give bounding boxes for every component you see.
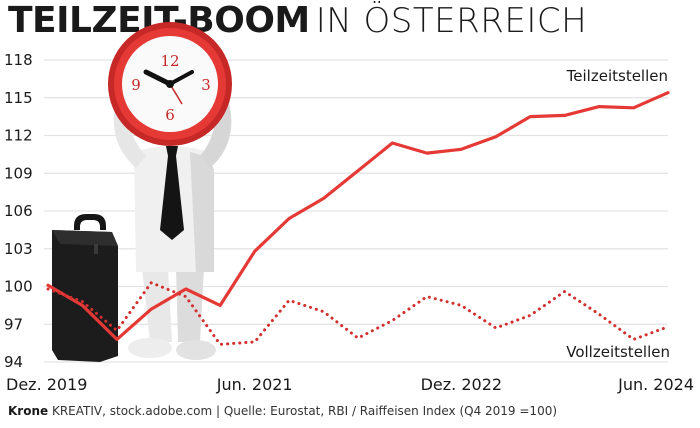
clock-numeral-9: 9 [131, 76, 141, 94]
clock-numeral-3: 3 [201, 76, 211, 94]
chart-title: TEILZEIT-BOOM IN ÖSTERREICH [8, 0, 587, 44]
y-axis-ticks: 94 97 100 103 106 109 112 115 118 [4, 51, 33, 371]
figure-legs [128, 268, 216, 360]
x-axis-ticks: Dez. 2019 Jun. 2021 Dez. 2022 Jun. 2024 [6, 375, 694, 394]
line-chart: 94 97 100 103 106 109 112 115 118 Dez. 2019 Jun. … [4, 22, 694, 394]
title-light: IN ÖSTERREICH [315, 1, 588, 41]
footer-brand: Krone [8, 404, 49, 418]
x-tick-label: Dez. 2022 [421, 375, 502, 394]
clock-numeral-6: 6 [165, 106, 175, 124]
y-tick-label: 106 [4, 202, 33, 220]
footer-credit: KREATIV, stock.adobe.com | Quelle: Euros… [48, 404, 558, 418]
vollzeit-series-line [46, 281, 670, 346]
y-tick-label: 97 [4, 315, 23, 333]
x-tick-label: Jun. 2024 [617, 375, 694, 394]
x-tick-label: Dez. 2019 [6, 375, 87, 394]
teilzeit-series-line [46, 91, 670, 341]
briefcase-icon [52, 214, 118, 362]
businessman-clock-illustration: 12 3 6 9 [52, 22, 232, 362]
necktie [160, 146, 184, 240]
y-tick-label: 100 [4, 278, 33, 296]
y-tick-label: 112 [4, 127, 33, 145]
series-labels: Teilzeitstellen Vollzeitstellen [566, 67, 670, 361]
clock-icon: 12 3 6 9 [108, 22, 232, 146]
series-group [46, 91, 670, 346]
teilzeit-label: Teilzeitstellen [566, 67, 668, 85]
y-tick-label: 118 [4, 51, 33, 69]
vollzeit-label: Vollzeitstellen [566, 343, 670, 361]
y-tick-label: 109 [4, 164, 33, 182]
y-tick-label: 115 [4, 89, 33, 107]
x-tick-label: Jun. 2021 [216, 375, 293, 394]
clock-numeral-12: 12 [160, 52, 179, 70]
y-tick-label: 94 [4, 353, 23, 371]
source-footer: Krone KREATIV, stock.adobe.com | Quelle:… [8, 404, 557, 418]
y-tick-label: 103 [4, 240, 33, 258]
